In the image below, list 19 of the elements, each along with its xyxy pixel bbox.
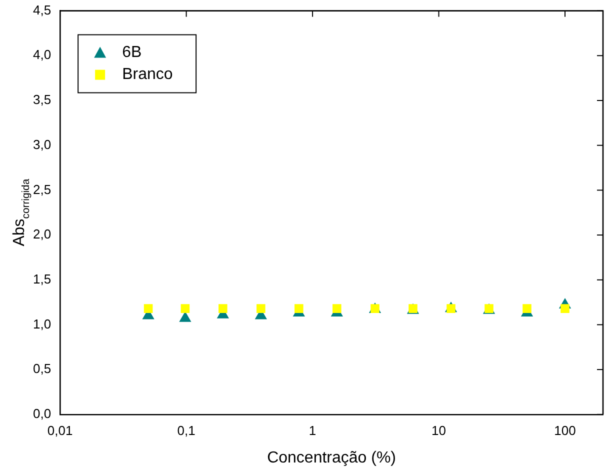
x-tick-label: 0,1 bbox=[177, 422, 196, 438]
legend-label: 6B bbox=[122, 44, 142, 62]
y-tick-label: 1,5 bbox=[32, 271, 52, 286]
x-axis-title: Concentração (%) bbox=[267, 449, 396, 466]
y-tick-label: 1,0 bbox=[32, 316, 52, 332]
y-tick-label: 0,5 bbox=[32, 361, 52, 376]
legend-label: Branco bbox=[122, 66, 173, 84]
y-tick-label: 0,0 bbox=[32, 406, 52, 421]
y-tick-label: 3,0 bbox=[32, 136, 52, 152]
y-tick-label: 4,0 bbox=[32, 47, 52, 62]
x-tick-label: 0,01 bbox=[47, 422, 73, 438]
x-tick-label: 1 bbox=[308, 422, 316, 438]
x-tick-label: 100 bbox=[554, 422, 576, 438]
x-tick-label: 10 bbox=[432, 422, 446, 438]
y-axis-title: Abscorrigida bbox=[11, 178, 32, 246]
y-tick-label: 3,5 bbox=[32, 92, 52, 108]
y-tick-label: 2,5 bbox=[32, 182, 52, 197]
y-tick-label: 4,5 bbox=[32, 2, 52, 18]
y-tick-label: 2,0 bbox=[32, 226, 52, 242]
